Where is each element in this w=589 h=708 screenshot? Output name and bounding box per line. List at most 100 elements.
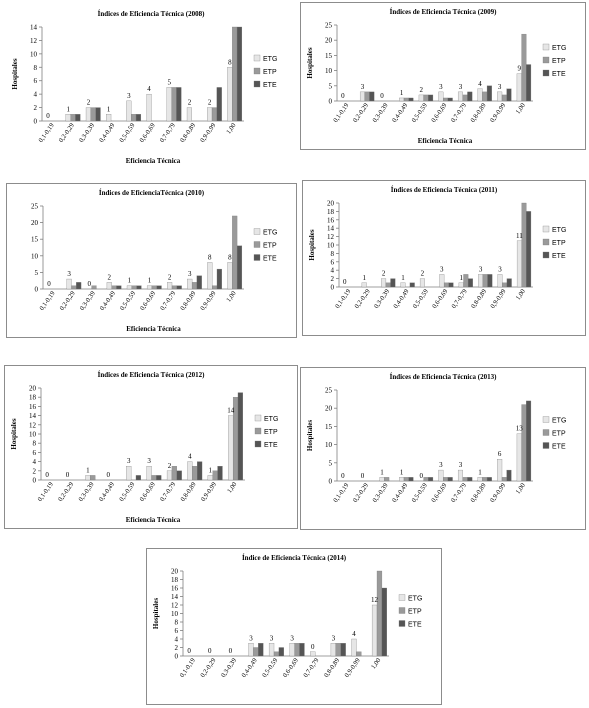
y-tick-label: 0 <box>329 98 333 106</box>
bar-etg <box>126 285 132 290</box>
data-label: 1 <box>400 468 404 476</box>
bar-etp <box>463 274 469 288</box>
data-label: 1 <box>86 466 90 474</box>
bar-etg <box>289 643 295 657</box>
x-tick-label: 0,1-0,19 <box>332 482 350 504</box>
y-tick-label: 6 <box>34 77 38 85</box>
data-label: 0 <box>46 112 50 120</box>
data-label: 0 <box>45 471 49 479</box>
bar-etg <box>399 477 405 482</box>
bar-etp <box>521 33 527 102</box>
bar-etp <box>211 107 218 122</box>
bar-etp <box>482 477 488 482</box>
x-tick-label: 0,6-0,69 <box>139 290 157 312</box>
data-label: 3 <box>127 457 131 465</box>
bar-etp <box>482 91 488 102</box>
bar-etg <box>126 100 132 122</box>
legend-swatch-etg <box>398 594 406 601</box>
legend-swatch-ete <box>542 251 550 259</box>
y-tick-label: 5 <box>35 269 39 277</box>
legend-swatch-etp <box>542 56 550 64</box>
y-tick-label: 8 <box>175 619 179 627</box>
bar-etg <box>458 282 464 288</box>
bar-etp <box>294 643 300 657</box>
x-axis-title: Eficiencia Técnica <box>126 325 181 333</box>
data-label: 3 <box>498 265 502 273</box>
y-tick-label: 16 <box>171 585 179 593</box>
legend-swatch-etg <box>253 228 261 235</box>
data-label: 0 <box>47 280 51 288</box>
bar-ete <box>526 400 532 482</box>
bar-etp <box>171 285 177 290</box>
x-tick-label: 1,00 <box>226 481 238 494</box>
y-tick-label: 0 <box>35 286 39 294</box>
legend-label-etg: ETG <box>408 596 422 603</box>
data-label: 2 <box>87 99 91 107</box>
chart-2008: Índices de Eficiencia Técnica (2008)0246… <box>11 10 277 165</box>
legend-label-ete: ETE <box>408 622 422 629</box>
x-tick-label: 1,00 <box>370 657 382 670</box>
y-tick-label: 0 <box>331 284 335 292</box>
chart-panel-2008: Índices de Eficiencia Técnica (2008) 0 2 4 6… <box>6 5 296 169</box>
bar-ete <box>428 94 434 102</box>
bar-ete <box>467 91 473 102</box>
y-tick-label: 6 <box>175 627 179 635</box>
bar-etg <box>457 91 463 102</box>
data-label: 3 <box>188 270 192 278</box>
data-label: 0 <box>341 92 345 100</box>
data-label: 0 <box>361 472 365 480</box>
bar-etg <box>516 73 522 102</box>
data-label: 8 <box>228 253 232 261</box>
y-tick-label: 6 <box>331 258 335 266</box>
data-label: 3 <box>249 634 253 642</box>
bar-etg <box>400 282 406 288</box>
bar-etp <box>403 97 409 102</box>
bar-etp <box>71 285 77 290</box>
y-tick-label: 2 <box>34 104 38 112</box>
x-tick-label: 0,8-0,89 <box>179 122 197 144</box>
legend-label-ete: ETE <box>552 71 566 78</box>
legend-label-etp: ETP <box>263 69 277 76</box>
chart-panel-2010: Índices de EficienciaTécnica (2010) 0 5 10 1… <box>6 183 297 338</box>
chart-panel-2011: Índices de Eficiencia Técnica (2011) 0 2 4 6… <box>302 180 586 336</box>
y-tick-label: 2 <box>175 644 179 652</box>
data-label: 3 <box>479 265 483 273</box>
data-label: 3 <box>440 265 444 273</box>
x-tick-label: 0,1-0,19 <box>38 122 56 144</box>
data-label: 0 <box>208 647 212 655</box>
x-tick-label: 1,00 <box>515 482 527 495</box>
x-tick-label: 0,7-0,79 <box>450 102 468 124</box>
y-tick-label: 5 <box>329 459 333 467</box>
data-label: 0 <box>87 280 91 288</box>
bar-ete <box>176 285 182 290</box>
y-tick-label: 12 <box>327 233 335 241</box>
chart-2014: Índice de Eficiencia Técnica (2014)02468… <box>152 554 422 679</box>
bar-ete <box>381 587 387 657</box>
legend-label-etp: ETP <box>263 243 277 250</box>
x-tick-label: 0,7-0,79 <box>302 657 320 679</box>
bar-ete <box>487 274 493 288</box>
bar-etp <box>191 282 198 290</box>
data-label: 4 <box>478 80 482 88</box>
data-label: 1 <box>128 277 132 285</box>
y-tick-label: 10 <box>31 252 39 260</box>
x-tick-label: 0,7-0,79 <box>159 290 177 312</box>
y-tick-label: 10 <box>325 441 333 449</box>
y-tick-label: 10 <box>325 67 333 75</box>
bar-etg <box>227 67 233 122</box>
data-label: 6 <box>498 450 502 458</box>
legend-swatch-ete <box>542 442 550 449</box>
y-tick-label: 16 <box>29 403 37 411</box>
x-tick-label: 0,9-0,99 <box>489 482 507 504</box>
bar-etp <box>232 26 238 122</box>
x-tick-label: 0,2-0,29 <box>58 122 76 144</box>
chart-title: Índices de Eficiencia Técnica (2012) <box>98 371 205 379</box>
bar-ete <box>408 477 414 482</box>
x-tick-label: 0,6-0,69 <box>431 288 449 310</box>
bar-etg <box>330 643 336 657</box>
x-tick-label: 0,6-0,69 <box>282 657 300 679</box>
x-tick-label: 0,6-0,69 <box>139 481 157 503</box>
bar-etg <box>438 469 444 482</box>
y-tick-label: 12 <box>171 602 179 610</box>
data-label: 3 <box>270 634 274 642</box>
